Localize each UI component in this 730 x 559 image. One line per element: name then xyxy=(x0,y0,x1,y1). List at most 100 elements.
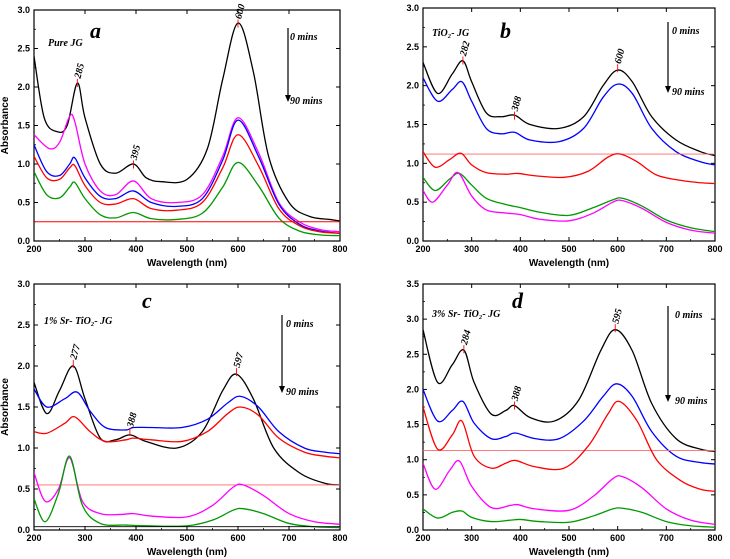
time-start-label: 0 mins xyxy=(290,32,318,43)
x-tick-label: 400 xyxy=(513,533,528,543)
y-tick-label: 1.5 xyxy=(17,402,30,412)
peak-label: 282 xyxy=(458,40,473,58)
y-tick-label: 2.5 xyxy=(406,42,419,52)
series-line-magenta xyxy=(34,113,340,233)
x-tick-label: 300 xyxy=(77,244,92,254)
peak-label: 284 xyxy=(459,329,474,347)
x-tick-label: 700 xyxy=(659,244,674,254)
y-tick-label: 2.5 xyxy=(17,44,30,54)
x-axis-label: Wavelength (nm) xyxy=(529,258,609,269)
time-arrow-head xyxy=(279,386,285,393)
peak-label: 597 xyxy=(232,351,247,369)
x-tick-label: 700 xyxy=(281,533,296,543)
series-group xyxy=(34,22,340,237)
y-axis-label: Absorbance xyxy=(0,378,11,436)
series-line-blue xyxy=(423,77,715,166)
series-line-red xyxy=(423,151,715,185)
panel-letter: b xyxy=(500,18,511,43)
time-start-label: 0 mins xyxy=(675,310,703,321)
x-tick-label: 300 xyxy=(77,533,92,543)
x-tick-label: 200 xyxy=(415,533,430,543)
panel-d: 200 300 400 500 600 700 800 0.0 0.5 1.0 1.5 2.0 2.5 3… xyxy=(406,279,722,558)
series-group xyxy=(34,365,340,529)
x-axis-label: Wavelength (nm) xyxy=(147,547,227,558)
x-tick-label: 700 xyxy=(659,533,674,543)
x-tick-label: 400 xyxy=(128,244,143,254)
y-tick-label: 3.5 xyxy=(406,279,419,289)
series-line-0-mins xyxy=(34,22,340,222)
series-line-magenta xyxy=(34,457,340,525)
y-tick-label: 1.0 xyxy=(406,455,419,465)
x-tick-label: 600 xyxy=(230,244,245,254)
time-start-label: 0 mins xyxy=(672,26,700,37)
series-line-red xyxy=(34,134,340,234)
peak-label: 388 xyxy=(510,95,525,113)
peak-label: 600 xyxy=(613,48,628,65)
y-tick-label: 3.0 xyxy=(17,279,30,289)
time-end-label: 90 mins xyxy=(672,87,705,98)
y-tick-label: 1.0 xyxy=(17,159,30,169)
x-tick-label: 800 xyxy=(332,533,347,543)
y-axis-label: Absorbance xyxy=(0,96,11,154)
peak-label: 395 xyxy=(128,144,143,162)
x-tick-label: 300 xyxy=(464,244,479,254)
series-line-magenta xyxy=(423,459,715,526)
y-tick-label: 2.0 xyxy=(406,81,419,91)
y-tick-label: 0.5 xyxy=(406,197,419,207)
panel-title: Pure JG xyxy=(48,38,84,49)
series-line-green xyxy=(423,172,715,233)
y-tick-label: 2.0 xyxy=(17,82,30,92)
x-tick-label: 500 xyxy=(561,533,576,543)
y-tick-label: 3.0 xyxy=(406,3,419,13)
x-axis-label: Wavelength (nm) xyxy=(529,547,609,558)
y-tick-label: 1.5 xyxy=(17,121,30,131)
panel-letter: d xyxy=(512,288,524,313)
peak-label: 600 xyxy=(233,3,248,20)
y-tick-label: 2.0 xyxy=(406,384,419,394)
peak-label: 277 xyxy=(68,342,83,361)
x-tick-label: 200 xyxy=(26,533,41,543)
time-arrow-head xyxy=(285,95,291,102)
series-line-blue xyxy=(34,119,340,234)
x-tick-label: 400 xyxy=(128,533,143,543)
series-line-red xyxy=(423,400,715,492)
x-tick-label: 500 xyxy=(561,244,576,254)
panel-a: 200 300 400 500 600 700 800 0.0 0.5 1.0 1.5 2.0 2.5 3… xyxy=(0,3,348,269)
x-tick-label: 300 xyxy=(464,533,479,543)
series-line-red xyxy=(34,406,340,459)
x-tick-label: 600 xyxy=(610,244,625,254)
x-tick-label: 600 xyxy=(230,533,245,543)
x-tick-label: 800 xyxy=(707,533,722,543)
time-arrow-head xyxy=(665,395,671,402)
y-tick-label: 1.5 xyxy=(406,120,419,130)
x-tick-label: 800 xyxy=(332,244,347,254)
x-tick-label: 500 xyxy=(179,244,194,254)
y-tick-label: 1.0 xyxy=(17,443,30,453)
x-tick-label: 500 xyxy=(179,533,194,543)
x-axis-label: Wavelength (nm) xyxy=(147,258,227,269)
y-tick-label: 0.5 xyxy=(17,484,30,494)
time-end-label: 90 mins xyxy=(675,396,708,407)
x-tick-label: 200 xyxy=(26,244,41,254)
y-tick-label: 0.0 xyxy=(406,236,419,246)
peak-label: 388 xyxy=(510,385,525,403)
series-group xyxy=(423,329,715,528)
y-tick-label: 1.5 xyxy=(406,420,419,430)
series-line-blue xyxy=(423,383,715,465)
y-tick-label: 1.0 xyxy=(406,158,419,168)
series-line-blue xyxy=(34,388,340,455)
y-tick-label: 3.0 xyxy=(406,314,419,324)
series-line-green xyxy=(34,161,340,237)
y-tick-label: 0.0 xyxy=(17,236,30,246)
series-line-green xyxy=(423,507,715,528)
y-tick-label: 2.0 xyxy=(17,361,30,371)
panel-c: 200 300 400 500 600 700 800 0.0 0.5 1.0 1.5 2.0 2.5 3… xyxy=(0,279,348,558)
y-tick-label: 2.5 xyxy=(17,320,30,330)
x-tick-label: 400 xyxy=(513,244,528,254)
series-group xyxy=(423,60,715,234)
y-tick-label: 0.0 xyxy=(17,525,30,535)
series-line-0-mins xyxy=(34,365,340,486)
y-tick-label: 0.5 xyxy=(17,198,30,208)
panel-title: TiO₂- JG xyxy=(432,28,470,39)
